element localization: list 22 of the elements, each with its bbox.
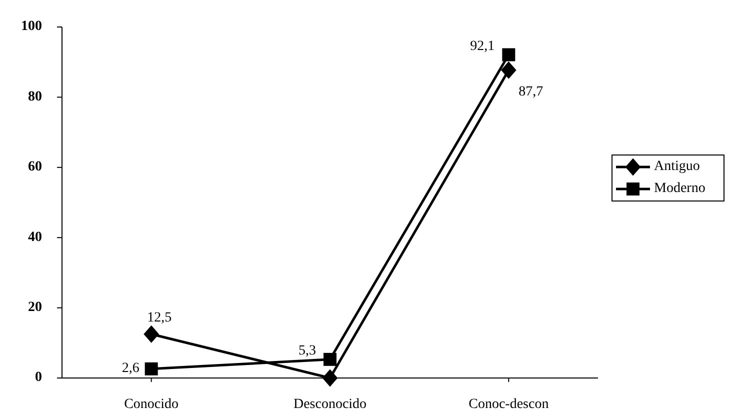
x-tick-label: Conoc-descon <box>468 397 549 412</box>
data-label: 2,6 <box>122 361 140 376</box>
y-tick-label: 20 <box>28 300 42 316</box>
point <box>324 352 336 366</box>
legend-label: Antiguo <box>654 159 700 174</box>
data-label: 92,1 <box>470 38 495 54</box>
data-label: 87,7 <box>518 84 544 100</box>
point <box>144 362 158 376</box>
data-label: 12,5 <box>147 310 172 326</box>
data-label: 5,3 <box>298 344 316 359</box>
y-tick-label: 100 <box>21 19 42 34</box>
y-tick-label: 40 <box>28 230 42 245</box>
point <box>502 48 516 62</box>
point <box>322 370 338 386</box>
x-tick-label: Conocido <box>124 397 179 412</box>
y-tick-label: 0 <box>35 370 42 386</box>
legend-label: Moderno <box>654 181 706 196</box>
y-tick-label: 60 <box>28 160 42 175</box>
y-tick-label: 80 <box>28 89 42 104</box>
x-tick-label: Desconocido <box>293 397 367 412</box>
point <box>144 326 159 343</box>
point <box>501 62 516 79</box>
